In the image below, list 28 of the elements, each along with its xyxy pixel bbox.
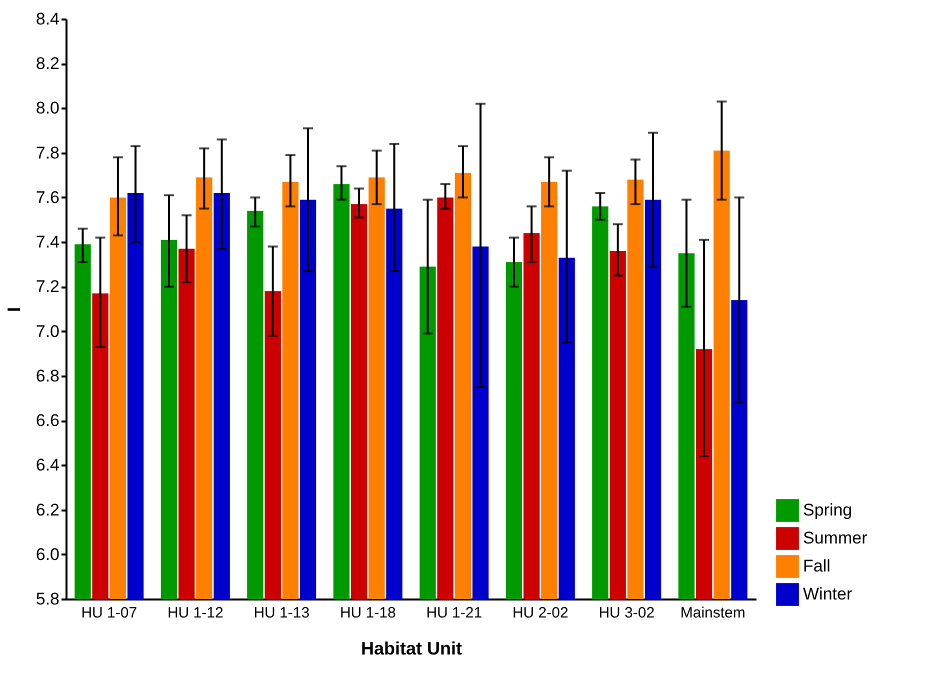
legend-label: Spring bbox=[803, 500, 852, 520]
x-tick-label: HU 1-21 bbox=[426, 604, 482, 622]
x-tick-label: HU 1-07 bbox=[81, 604, 138, 622]
x-tick-label: HU 2-02 bbox=[512, 604, 568, 622]
y-tick-label: 7.6 bbox=[36, 188, 60, 207]
y-tick-label: 5.8 bbox=[36, 590, 60, 608]
legend-label: Summer bbox=[803, 528, 868, 548]
y-tick-label: 6.0 bbox=[36, 544, 60, 564]
y-tick-label: 8.0 bbox=[36, 98, 60, 118]
y-tick-label: 8.2 bbox=[36, 54, 60, 74]
y-axis-title: I bbox=[4, 306, 24, 312]
x-tick-label: HU 1-18 bbox=[340, 604, 396, 622]
x-tick-label: HU 1-13 bbox=[254, 604, 310, 622]
x-tick-label: Mainstem bbox=[680, 604, 746, 622]
y-tick-label: 6.8 bbox=[36, 366, 60, 386]
legend-label: Winter bbox=[803, 584, 852, 604]
x-tick-label: HU 1-12 bbox=[167, 604, 224, 622]
y-tick-label: 6.6 bbox=[36, 411, 60, 430]
y-tick-label: 7.8 bbox=[36, 143, 60, 162]
y-tick-label: 6.4 bbox=[36, 456, 60, 475]
x-tick-label: HU 3-02 bbox=[598, 604, 655, 622]
legend-label: Fall bbox=[803, 556, 830, 576]
x-axis-title: Habitat Unit bbox=[361, 638, 462, 658]
y-tick-label: 7.2 bbox=[36, 277, 60, 296]
y-tick-label: 8.4 bbox=[36, 10, 60, 28]
y-tick-label: 7.4 bbox=[36, 232, 60, 252]
y-tick-label: 7.0 bbox=[36, 322, 60, 341]
y-tick-label: 6.2 bbox=[36, 500, 60, 520]
